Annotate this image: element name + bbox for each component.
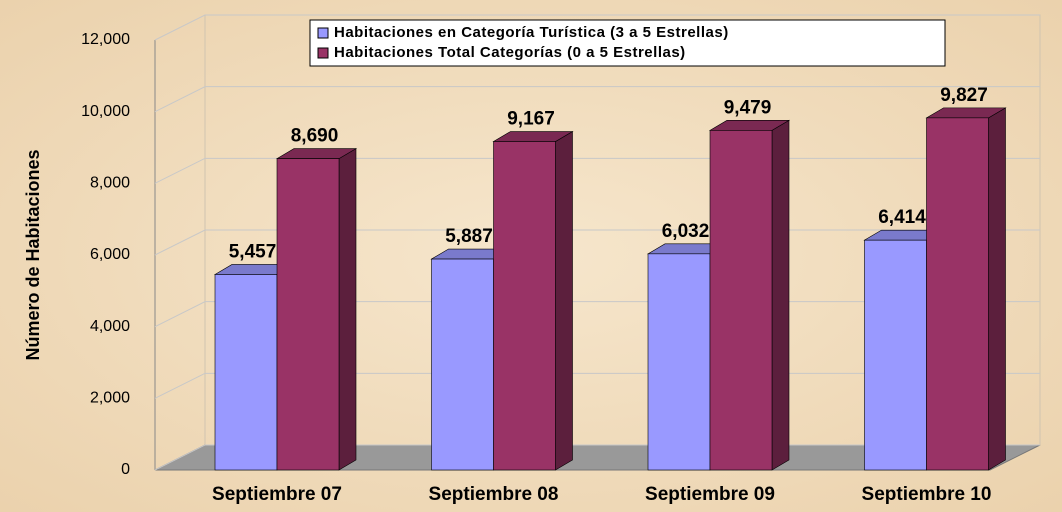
bar-side	[771, 119, 790, 471]
bar	[276, 158, 340, 471]
bar	[864, 239, 927, 471]
y-axis-label: Número de Habitaciones	[23, 149, 43, 360]
x-tick-label: Septiembre 10	[862, 484, 992, 505]
value-label: 9,827	[940, 85, 988, 106]
bar-side	[555, 130, 573, 471]
y-tick-label: 8,000	[90, 175, 130, 192]
x-tick-label: Septiembre 09	[645, 484, 775, 505]
bar	[926, 117, 989, 471]
bar	[431, 258, 494, 471]
bar	[709, 130, 773, 471]
y-tick-label: 4,000	[90, 318, 130, 335]
bar-side	[338, 148, 357, 471]
legend-swatch	[317, 47, 329, 59]
bar	[214, 274, 278, 471]
legend-label: Habitaciones en Categoría Turística (3 a…	[334, 24, 729, 41]
x-tick-label: Septiembre 08	[429, 484, 559, 505]
legend-swatch	[317, 27, 329, 39]
value-label: 9,167	[507, 109, 555, 130]
value-label: 5,457	[229, 241, 277, 262]
value-label: 9,479	[724, 97, 772, 118]
y-tick-label: 12,000	[81, 31, 130, 48]
value-label: 6,414	[878, 207, 926, 228]
legend	[309, 19, 946, 67]
legend-label: Habitaciones Total Categorías (0 a 5 Est…	[334, 44, 686, 61]
y-tick-label: 6,000	[90, 246, 130, 263]
grid-line	[154, 86, 1040, 113]
bar	[647, 253, 711, 471]
value-label: 5,887	[445, 226, 493, 247]
y-tick-label: 0	[121, 461, 130, 478]
x-tick-label: Septiembre 07	[212, 484, 342, 505]
grid-line	[154, 14, 1040, 41]
value-label: 6,032	[662, 221, 710, 242]
bar	[493, 141, 556, 471]
y-tick-label: 10,000	[81, 103, 130, 120]
value-label: 8,690	[291, 126, 339, 147]
y-tick-label: 2,000	[90, 390, 130, 407]
bar-side	[988, 107, 1006, 471]
